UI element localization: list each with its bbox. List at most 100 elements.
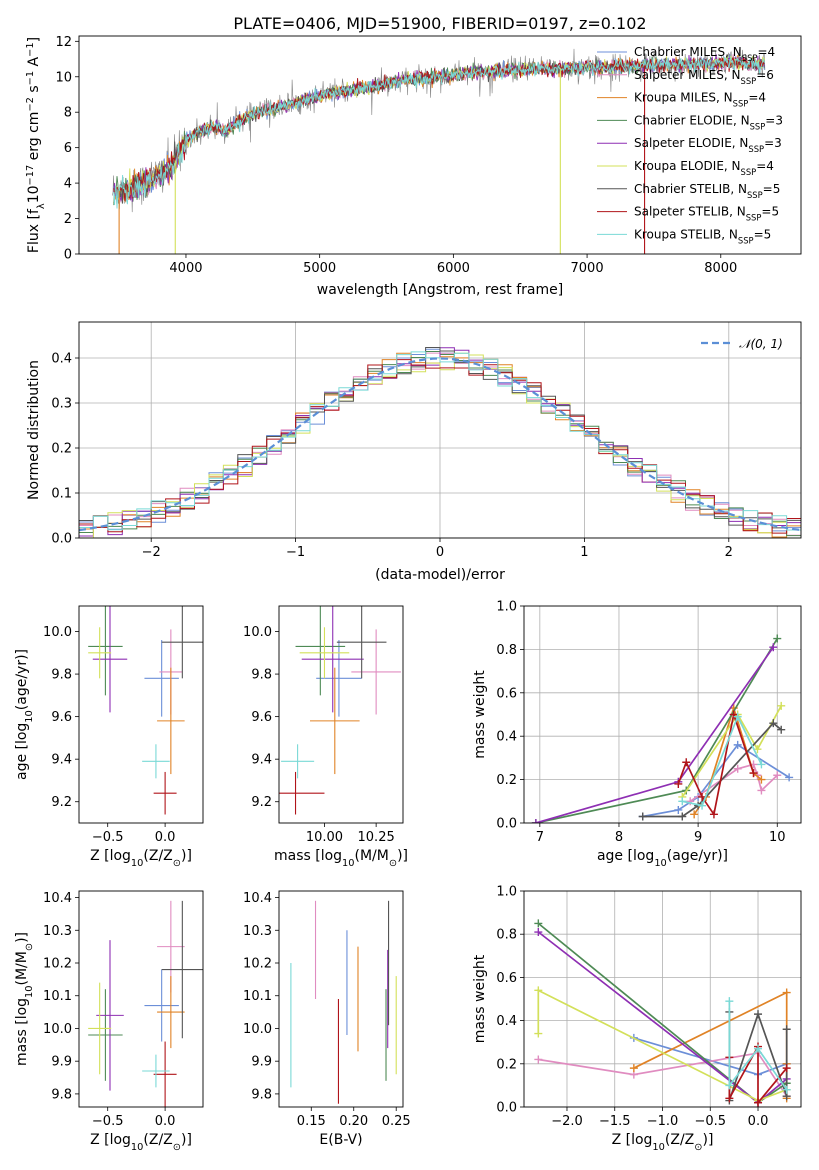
x-tick-label: 8000: [704, 261, 737, 276]
residual-histogram: [79, 347, 801, 529]
weight-marker: [725, 1081, 734, 1090]
y-tick-label: 0: [64, 248, 72, 263]
mass_vs_EBV-xlabel: E(B-V): [319, 1132, 362, 1148]
legend-entry-part: =3: [765, 113, 783, 127]
x-tick-label: 10.00: [306, 830, 343, 845]
y-tick-label: 0.0: [496, 1101, 517, 1116]
legend-entry-part: Salpeter MILES, N: [634, 68, 741, 82]
legend-entry: Salpeter MILES, NSSP=6: [634, 68, 774, 86]
x-tick-label: −1: [286, 545, 305, 560]
residuals-legend-entry: 𝒩(0, 1): [739, 337, 783, 351]
weight_vs_age-xlabel-part: (age/yr)]: [667, 848, 728, 864]
legend-entry: Kroupa MILES, NSSP=4: [634, 91, 766, 109]
legend-entry-part: =5: [754, 227, 772, 241]
y-tick-label: 9.4: [251, 753, 272, 768]
y-tick-label: 10.1: [43, 989, 72, 1004]
y-tick-label: 9.9: [251, 1055, 272, 1070]
x-tick-label: −1.5: [599, 1114, 631, 1129]
age_vs_Z-ylabel: age [log10(age/yr)]: [14, 649, 35, 780]
model-spectrum-line: [113, 56, 765, 209]
weight-marker: [773, 771, 782, 780]
mass_vs_Z-xlabel-part: )]: [181, 1132, 192, 1148]
legend-entry-part: SSP: [742, 53, 758, 63]
weight_vs_Z-xlabel-part: Z [log: [612, 1132, 653, 1148]
x-tick-label: 0.0: [748, 1114, 769, 1129]
plot-area: [112, 48, 766, 254]
age_vs_Z-ylabel-part: 10: [24, 710, 35, 722]
weight-marker: [782, 988, 791, 997]
y-tick-label: 9.6: [51, 710, 72, 725]
legend-entry-part: Salpeter STELIB, N: [634, 205, 746, 219]
legend-entry: Chabrier MILES, NSSP=4: [634, 45, 775, 63]
weight-marker: [782, 1025, 791, 1034]
spectrum-ylabel-part: −17: [25, 165, 36, 186]
plot-area: [88, 606, 203, 815]
legend-entry: Chabrier ELODIE, NSSP=3: [634, 113, 783, 131]
weight-marker: [534, 986, 543, 995]
weight-marker: [674, 779, 683, 788]
y-tick-label: 0.8: [496, 928, 517, 943]
legend-entry-part: Chabrier MILES, N: [634, 45, 742, 59]
x-tick-label: −2: [142, 545, 161, 560]
weight-marker: [782, 1064, 791, 1073]
weight-marker: [785, 773, 794, 782]
age_vs_mass-xlabel-part: (M/M: [355, 848, 389, 864]
weight-marker: [629, 1064, 638, 1073]
gaussian-curve: [79, 357, 801, 532]
weight-marker: [698, 801, 707, 810]
weight-marker: [534, 919, 543, 928]
x-tick-label: 10.25: [358, 830, 395, 845]
axes-mass_vs_EBV: 0.15 0.20 0.25 9.8 9.9 10.0 10.1 10.2 10.3 10.4 E(…: [243, 890, 411, 1148]
legend-entry-part: =5: [763, 182, 781, 196]
x-tick-label: 0.20: [339, 1114, 368, 1129]
weight-line: [728, 1001, 788, 1091]
weight-marker: [638, 812, 647, 821]
y-tick-label: 10.0: [243, 1022, 272, 1037]
age_vs_Z-ylabel-part: (age/yr)]: [14, 649, 30, 710]
age_vs_Z-xlabel-part: Z [log: [90, 848, 131, 864]
axes-frame: [78, 35, 802, 255]
weight-line: [689, 763, 778, 803]
mass_vs_EBV-xlabel-part: E(B-V): [319, 1132, 362, 1148]
x-tick-label: 10: [769, 830, 786, 845]
y-tick-label: 0.2: [496, 773, 517, 788]
x-tick-label: 7000: [571, 261, 604, 276]
weight-marker: [733, 764, 742, 773]
mass_vs_Z-ylabel-part: 10: [24, 985, 35, 997]
legend-entry-part: SSP: [741, 167, 757, 177]
age_vs_Z-xlabel: Z [log10(Z/Z⊙)]: [90, 848, 192, 869]
legend-entry-part: SSP: [741, 76, 757, 86]
mass_vs_Z-ylabel-part: mass [log: [14, 998, 30, 1066]
x-tick-label: 7: [536, 830, 544, 845]
weight-line: [642, 722, 782, 818]
spectrum-ylabel-part: −2: [25, 97, 36, 111]
y-tick-label: 1.0: [496, 885, 517, 900]
weight_vs_age-xlabel-part: 10: [654, 858, 666, 869]
x-tick-label: 5000: [303, 261, 336, 276]
legend-entry-part: =4: [756, 159, 774, 173]
age_vs_Z-ylabel-part: age [log: [14, 723, 30, 780]
y-tick-label: 10.3: [43, 924, 72, 939]
y-tick-label: 0.4: [496, 1014, 517, 1029]
y-tick-label: 0.8: [496, 643, 517, 658]
weight-marker: [757, 775, 766, 784]
weight-marker: [754, 1010, 763, 1019]
legend-entry: Salpeter ELODIE, NSSP=3: [634, 136, 782, 154]
y-tick-label: 10: [55, 70, 72, 85]
legend-entry: Salpeter STELIB, NSSP=5: [634, 205, 779, 223]
weight-marker: [678, 797, 687, 806]
age_vs_mass-xlabel-part: 10: [342, 858, 354, 869]
y-tick-label: 9.8: [251, 1087, 272, 1102]
x-tick-label: 0.15: [297, 1114, 326, 1129]
weight-marker: [773, 634, 782, 643]
y-tick-label: 10.4: [243, 891, 272, 906]
x-tick-label: 9: [694, 830, 702, 845]
legend-entry: Chabrier STELIB, NSSP=5: [634, 182, 780, 200]
weight-line: [538, 1052, 788, 1097]
y-tick-label: 9.8: [51, 668, 72, 683]
spectrum-ylabel-part: 10: [26, 185, 42, 203]
axes-frame: [523, 890, 802, 1108]
legend-entry-part: Kroupa ELODIE, N: [634, 159, 741, 173]
